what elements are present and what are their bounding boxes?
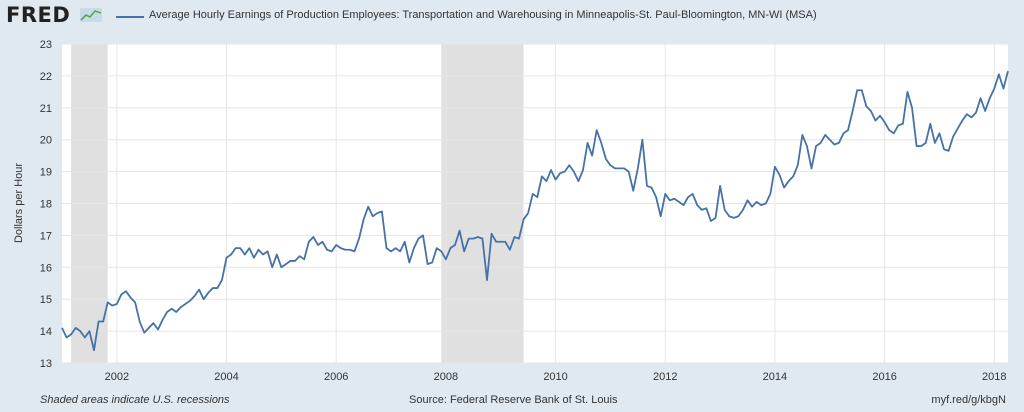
grid — [62, 43, 1008, 364]
source-credit: Source: Federal Reserve Bank of St. Loui… — [409, 394, 618, 406]
x-tick-2008: 2008 — [434, 371, 458, 383]
y-tick-19: 19 — [40, 167, 52, 179]
x-axis: 2002 2004 2006 2008 2010 2012 2014 2016 2018 — [105, 371, 1007, 383]
x-tick-2014: 2014 — [763, 371, 787, 383]
legend-label[interactable]: Average Hourly Earnings of Production Em… — [149, 9, 817, 21]
recession-note: Shaded areas indicate U.S. recessions — [40, 394, 230, 406]
y-tick-14: 14 — [40, 326, 52, 338]
short-link[interactable]: myf.red/g/kbgN — [931, 394, 1006, 406]
y-tick-23: 23 — [40, 39, 52, 51]
x-tick-2006: 2006 — [324, 371, 348, 383]
y-tick-20: 20 — [40, 135, 52, 147]
y-axis: 13 14 15 16 17 18 19 20 21 22 23 — [40, 39, 52, 370]
series-line-0[interactable] — [61, 70, 1009, 352]
y-tick-17: 17 — [40, 230, 52, 242]
fred-logo: FRED — [6, 3, 71, 27]
legend-line-swatch — [116, 16, 144, 18]
x-tick-2010: 2010 — [543, 371, 567, 383]
y-tick-15: 15 — [40, 294, 52, 306]
chart-header: FRED Average Hourly Earnings of Producti… — [0, 0, 1024, 36]
x-tick-2004: 2004 — [214, 371, 238, 383]
y-tick-13: 13 — [40, 358, 52, 370]
x-tick-2018: 2018 — [982, 371, 1006, 383]
x-tick-2016: 2016 — [872, 371, 896, 383]
fred-sparkline-icon — [80, 8, 102, 22]
y-tick-21: 21 — [40, 103, 52, 115]
x-tick-2002: 2002 — [105, 371, 129, 383]
y-axis-label: Dollars per Hour — [13, 163, 25, 243]
y-tick-18: 18 — [40, 199, 52, 211]
series-layer — [61, 70, 1009, 352]
x-tick-2012: 2012 — [653, 371, 677, 383]
y-tick-16: 16 — [40, 262, 52, 274]
y-tick-22: 22 — [40, 71, 52, 83]
